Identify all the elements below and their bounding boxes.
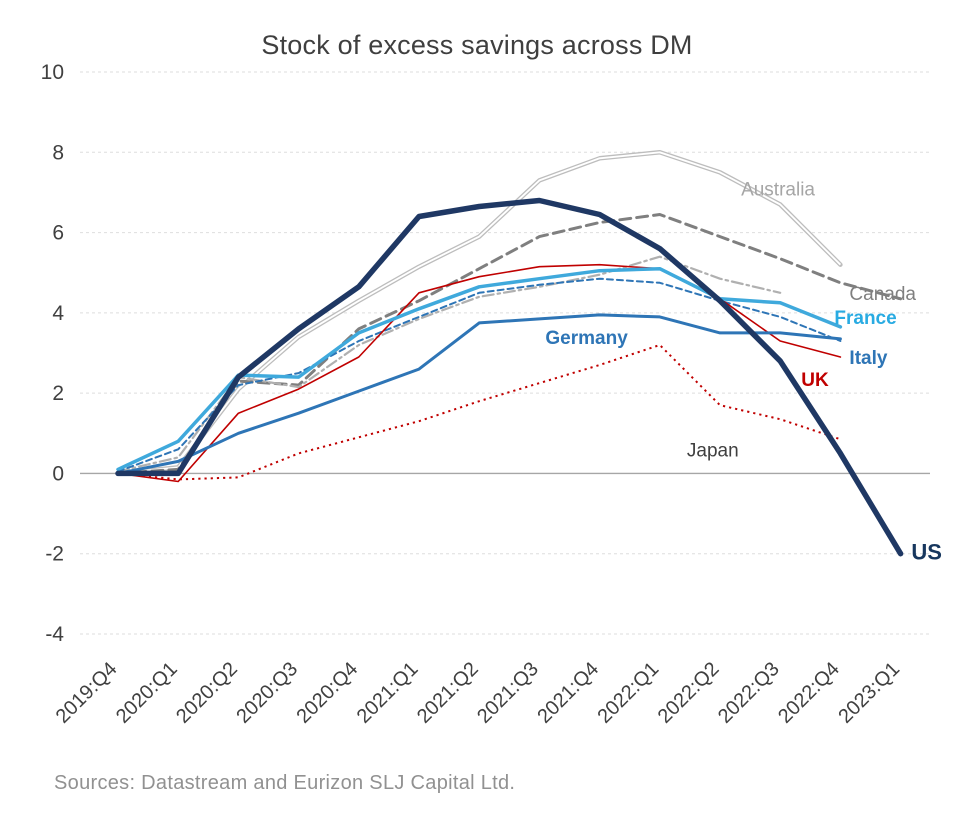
y-tick-label: -2 [45,543,64,566]
x-axis-tick-labels: 2019:Q42020:Q12020:Q22020:Q32020:Q42021:… [52,658,904,728]
x-tick-label: 2023:Q1 [834,658,904,728]
x-tick-label: 2022:Q1 [594,658,664,728]
series-label-Germany: Germany [545,328,628,349]
series-label-France: France [834,308,896,329]
series-line-Japan [117,344,841,481]
x-tick-label: 2020:Q1 [112,658,182,728]
x-tick-label: 2020:Q4 [293,658,363,728]
y-tick-label: 10 [41,61,64,84]
x-tick-label: 2021:Q1 [353,658,423,728]
series-label-UK: UK [801,370,829,391]
series-label-Australia: Australia [741,179,815,200]
y-tick-label: 0 [52,462,64,485]
series-label-Canada: Canada [849,284,916,305]
gridlines [80,71,930,635]
series-labels: Australia Canada Italy UK Japan Germany France… [545,179,942,564]
y-tick-label: 8 [52,141,64,164]
x-tick-label: 2021:Q2 [413,658,483,728]
series-label-Japan: Japan [687,440,739,461]
y-tick-label: 6 [52,222,64,245]
source-note: Sources: Datastream and Eurizon SLJ Capi… [54,772,516,794]
x-tick-label: 2020:Q2 [172,658,242,728]
x-tick-label: 2019:Q4 [52,658,122,728]
chart-title: Stock of excess savings across DM [261,30,693,60]
series-line-US [115,197,904,557]
series-line-Germany [116,313,842,475]
x-tick-label: 2021:Q4 [533,658,603,728]
y-axis-tick-labels: 10 8 6 4 2 0 -2 -4 [41,61,65,646]
x-tick-label: 2022:Q4 [774,658,844,728]
series-line-inner-Australia [117,151,842,475]
y-tick-label: -4 [45,623,64,646]
series-label-Italy: Italy [849,348,887,369]
y-tick-label: 4 [52,302,64,325]
x-tick-label: 2021:Q3 [473,658,543,728]
x-tick-label: 2022:Q3 [714,658,784,728]
series-line-Canada [116,213,903,475]
series-lines [115,150,904,557]
y-tick-label: 2 [52,382,64,405]
series-label-US: US [911,540,942,565]
x-tick-label: 2022:Q2 [654,658,724,728]
x-tick-label: 2020:Q3 [232,658,302,728]
